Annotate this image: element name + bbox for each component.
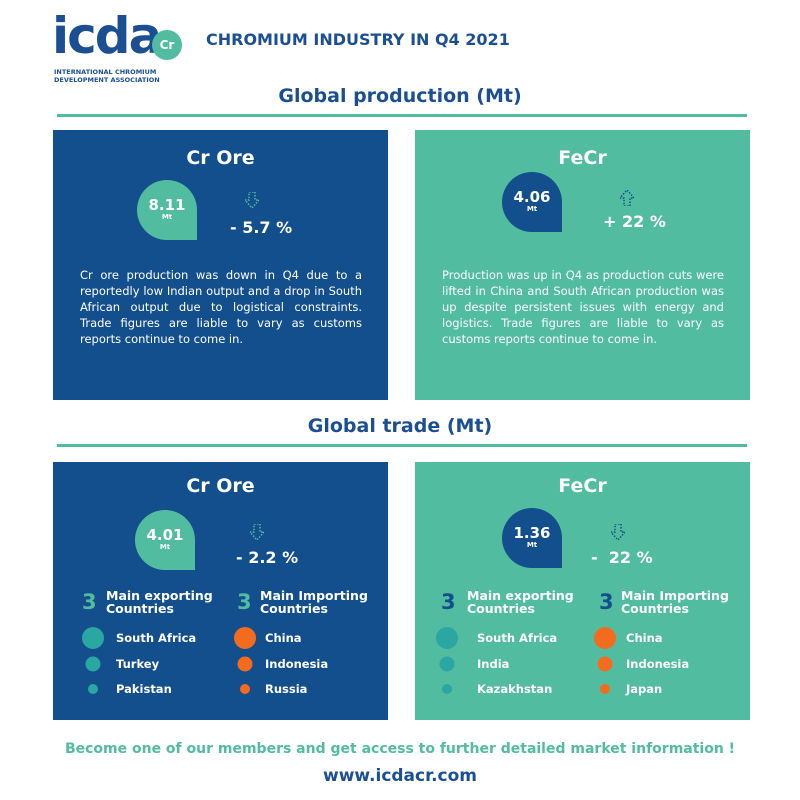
unit: Mt	[526, 205, 538, 213]
panel-title: Cr Ore	[186, 147, 255, 169]
country-dot	[597, 656, 613, 672]
org-name-line: INTERNATIONAL CHROMIUM	[54, 68, 157, 76]
country-dot	[600, 684, 610, 694]
description: Production was up in Q4 as production cu…	[442, 268, 724, 346]
country-dot	[594, 627, 616, 649]
change: - 22 %	[591, 548, 653, 567]
value-bubble: 1.36 Mt	[502, 508, 562, 568]
down-arrow	[611, 524, 625, 540]
panel: FeCr 1.36 Mt - 22 % 3 Main exporting Cou…	[415, 462, 750, 720]
count: 3	[441, 590, 456, 614]
country-name: Pakistan	[116, 682, 172, 696]
list-label: Main Importing Countries	[260, 588, 368, 616]
value: 1.36	[513, 524, 551, 542]
unit: Mt	[526, 541, 538, 549]
country-name: Kazakhstan	[477, 682, 553, 696]
panel: Cr Ore 4.01 Mt - 2.2 % 3 Main exporting …	[53, 462, 388, 720]
country-name: Turkey	[116, 657, 160, 671]
country-name: South Africa	[116, 631, 197, 645]
country-dot	[85, 656, 101, 672]
call-to-action: Become one of our members and get access…	[64, 741, 736, 757]
section-heading: Global production (Mt)	[278, 85, 522, 107]
value-bubble: 8.11 Mt	[137, 180, 197, 240]
country-dot	[436, 627, 458, 649]
country-name: India	[477, 657, 510, 671]
country-name: Indonesia	[265, 657, 329, 671]
country-dot	[240, 684, 250, 694]
logo-badge: Cr	[152, 30, 182, 60]
panel-title: FeCr	[558, 475, 607, 497]
value: 4.01	[146, 526, 184, 544]
country-dot	[234, 627, 256, 649]
change: - 2.2 %	[236, 548, 299, 567]
logo: icda	[52, 7, 162, 65]
unit: Mt	[161, 213, 173, 221]
up-arrow	[620, 190, 634, 206]
unit: Mt	[159, 543, 171, 551]
change: - 5.7 %	[230, 218, 293, 237]
count: 3	[599, 590, 614, 614]
country-name: China	[626, 631, 663, 645]
country-name: Russia	[265, 682, 308, 696]
panel-title: Cr Ore	[186, 475, 255, 497]
org-name-line: DEVELOPMENT ASSOCIATION	[54, 76, 160, 84]
count: 3	[82, 590, 97, 614]
panel: Cr Ore 8.11 Mt - 5.7 % Cr ore production…	[53, 130, 388, 400]
country-dot	[439, 656, 455, 672]
divider	[57, 444, 747, 447]
description: Cr ore production was down in Q4 due to …	[80, 268, 362, 346]
down-arrow	[250, 524, 264, 540]
panel: FeCr 4.06 Mt + 22 % Production was up in…	[415, 130, 750, 400]
country-dot	[442, 684, 452, 694]
country-dot	[88, 684, 98, 694]
country-name: Japan	[626, 682, 663, 696]
divider	[57, 114, 747, 117]
list-label: Main Importing Countries	[621, 588, 729, 616]
page-title: CHROMIUM INDUSTRY IN Q4 2021	[206, 30, 510, 49]
org-name: INTERNATIONAL CHROMIUM DEVELOPMENT ASSOC…	[54, 68, 160, 84]
country-name: China	[265, 631, 302, 645]
value-bubble: 4.06 Mt	[502, 172, 562, 232]
value-bubble: 4.01 Mt	[135, 510, 195, 570]
down-arrow	[245, 192, 259, 208]
value: 4.06	[513, 188, 551, 206]
country-dot	[82, 627, 104, 649]
country-name: Indonesia	[626, 657, 690, 671]
value: 8.11	[148, 196, 186, 214]
list-label: Main exporting Countries	[467, 588, 574, 616]
change: + 22 %	[603, 212, 666, 231]
country-dot	[237, 656, 253, 672]
section-heading: Global trade (Mt)	[307, 415, 493, 437]
list-label: Main exporting Countries	[106, 588, 213, 616]
count: 3	[237, 590, 252, 614]
website-link[interactable]: www.icdacr.com	[323, 766, 477, 786]
country-name: South Africa	[477, 631, 558, 645]
panel-title: FeCr	[558, 147, 607, 169]
